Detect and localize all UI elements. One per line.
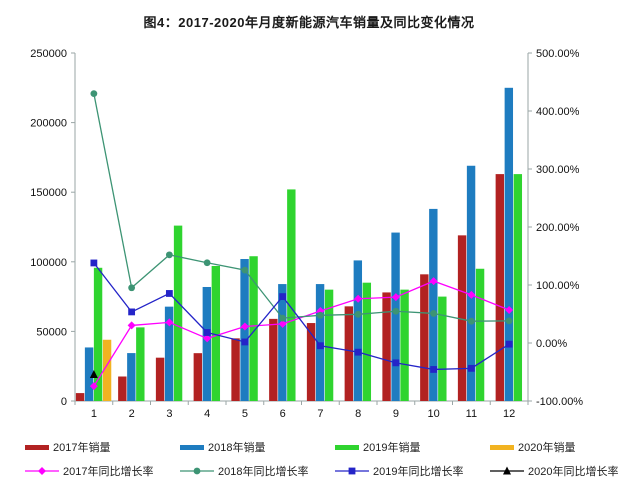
svg-text:100.00%: 100.00%	[536, 280, 580, 292]
legend-item-2020-yoy: 2020年同比增长率	[490, 464, 618, 478]
bar	[102, 339, 112, 401]
svg-text:150000: 150000	[30, 187, 67, 199]
svg-text:500.00%: 500.00%	[536, 48, 580, 60]
legend-swatch-2019-sales	[335, 444, 359, 450]
legend-swatch-2018-sales	[180, 444, 204, 450]
legend-item-2018-yoy: 2018年同比增长率	[180, 464, 335, 478]
svg-text:4: 4	[204, 408, 210, 420]
svg-text:3: 3	[166, 408, 172, 420]
bar	[391, 232, 400, 401]
bar	[93, 267, 103, 401]
bar	[269, 318, 278, 401]
legend-swatch-2020-sales	[490, 444, 514, 450]
bar	[164, 306, 174, 401]
line-series-3	[89, 370, 98, 379]
line-series-1	[90, 90, 513, 325]
bar	[457, 235, 467, 401]
sales-chart: 0 50000 100000 150000 200000 250000 -100.00% 0.…	[30, 48, 583, 420]
svg-text:6: 6	[280, 408, 286, 420]
legend-swatch-2018-yoy	[180, 465, 214, 477]
bar	[287, 189, 296, 401]
svg-text:5: 5	[242, 408, 248, 420]
legend-item-2019-yoy: 2019年同比增长率	[335, 464, 490, 478]
bar-groups	[75, 87, 523, 402]
bar	[155, 357, 165, 401]
line-series-2	[90, 259, 513, 373]
svg-text:9: 9	[393, 408, 399, 420]
legend-label-2018-sales: 2018年销量	[208, 442, 266, 454]
svg-text:2: 2	[129, 408, 135, 420]
bar	[249, 256, 258, 401]
legend-label-2017-sales: 2017年销量	[53, 442, 111, 454]
bar	[438, 296, 447, 401]
svg-text:400.00%: 400.00%	[536, 106, 580, 118]
right-axis: -100.00% 0.00% 100.00% 200.00% 300.00% 400.00…	[528, 48, 583, 408]
svg-text:1: 1	[91, 408, 97, 420]
bar	[466, 165, 476, 401]
bar	[429, 208, 438, 401]
bar	[84, 347, 94, 401]
svg-text:0.00%: 0.00%	[536, 338, 567, 350]
legend-label-2017-yoy: 2017年同比增长率	[63, 466, 154, 478]
x-axis: 1 2 3 4 5 6 7 8 9 10 11 12	[74, 401, 529, 420]
bar	[344, 306, 354, 401]
bar	[420, 274, 429, 401]
svg-text:0: 0	[61, 396, 67, 408]
chart-title: 图4：2017-2020年月度新能源汽车销量及同比变化情况	[143, 15, 475, 30]
legend-swatch-2017-yoy	[25, 465, 59, 477]
legend-item-2017-yoy: 2017年同比增长率	[25, 464, 180, 478]
legend-swatch-2019-yoy	[335, 465, 369, 477]
bar	[193, 353, 203, 401]
svg-text:-100.00%: -100.00%	[536, 396, 583, 408]
bar	[324, 289, 334, 401]
bar	[400, 289, 409, 401]
legend-label-2020-yoy: 2020年同比增长率	[528, 466, 618, 478]
bar	[362, 282, 372, 401]
legend-label-2019-sales: 2019年销量	[363, 442, 421, 454]
bar	[75, 393, 85, 401]
bar	[278, 284, 287, 401]
svg-text:50000: 50000	[36, 326, 67, 338]
legend-item-2018-sales: 2018年销量	[180, 440, 335, 454]
svg-text:200000: 200000	[30, 118, 67, 130]
line-series-0	[89, 277, 514, 391]
svg-text:300.00%: 300.00%	[536, 164, 580, 176]
bar	[202, 286, 212, 401]
bar	[353, 260, 363, 401]
bar	[382, 292, 391, 401]
bar	[118, 376, 127, 401]
bar	[504, 87, 514, 402]
bar	[136, 327, 145, 401]
svg-text:11: 11	[466, 408, 477, 420]
left-axis: 0 50000 100000 150000 200000 250000	[30, 48, 75, 408]
legend-label-2020-sales: 2020年销量	[518, 442, 576, 454]
svg-text:8: 8	[355, 408, 361, 420]
legend-swatch-2017-sales	[25, 444, 49, 450]
legend-label-2018-yoy: 2018年同比增长率	[218, 466, 309, 478]
svg-text:250000: 250000	[30, 48, 67, 60]
svg-text:7: 7	[317, 408, 323, 420]
bar	[495, 174, 505, 401]
svg-text:100000: 100000	[30, 257, 67, 269]
bar	[513, 174, 523, 401]
svg-text:12: 12	[503, 408, 515, 420]
svg-text:10: 10	[428, 408, 440, 420]
legend-item-2019-sales: 2019年销量	[335, 440, 490, 454]
bar	[231, 338, 240, 401]
legend-item-2020-sales: 2020年销量	[490, 440, 618, 454]
bar	[173, 225, 183, 401]
legend-item-2017-sales: 2017年销量	[25, 440, 180, 454]
bar	[475, 268, 485, 401]
svg-text:200.00%: 200.00%	[536, 222, 580, 234]
legend-swatch-2020-yoy	[490, 465, 524, 477]
chart-legend: 2017年销量 2018年销量 2019年销量 2020年销量 2017年同比增…	[25, 440, 618, 478]
legend-label-2019-yoy: 2019年同比增长率	[373, 466, 464, 478]
bar	[211, 265, 221, 401]
bar	[306, 323, 316, 401]
bar	[127, 353, 136, 401]
